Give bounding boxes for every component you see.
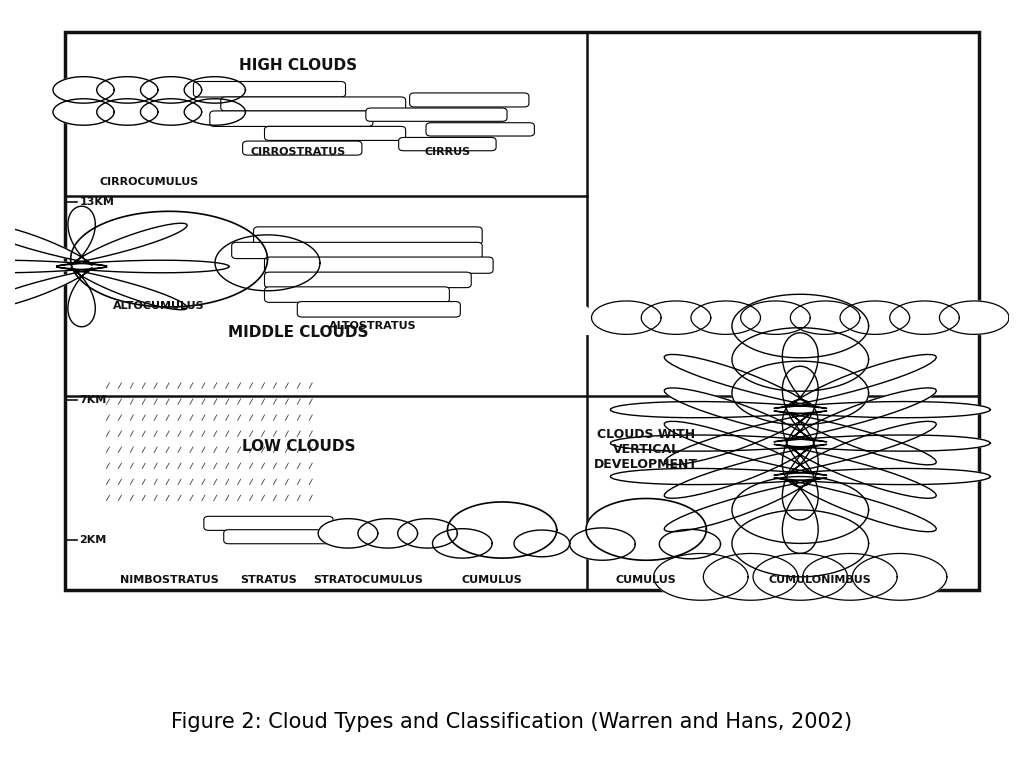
FancyBboxPatch shape — [410, 93, 529, 107]
Polygon shape — [753, 554, 848, 601]
Polygon shape — [140, 99, 202, 125]
Polygon shape — [939, 301, 1009, 334]
Polygon shape — [732, 510, 868, 577]
FancyBboxPatch shape — [264, 127, 406, 141]
Text: CLOUDS WITH
VERTICAL
DEVELOPMENT: CLOUDS WITH VERTICAL DEVELOPMENT — [594, 429, 698, 472]
Text: NIMBOSTRATUS: NIMBOSTRATUS — [120, 575, 218, 585]
Text: ALTOCUMULUS: ALTOCUMULUS — [114, 301, 205, 311]
Polygon shape — [318, 518, 378, 548]
Text: ALTOSTRATUS: ALTOSTRATUS — [329, 321, 417, 331]
Polygon shape — [215, 235, 319, 291]
Polygon shape — [53, 77, 115, 103]
Text: Figure 2: Cloud Types and Classification (Warren and Hans, 2002): Figure 2: Cloud Types and Classification… — [171, 712, 853, 732]
Polygon shape — [803, 554, 897, 601]
Text: HIGH CLOUDS: HIGH CLOUDS — [240, 58, 357, 73]
Text: CIRROSTRATUS: CIRROSTRATUS — [251, 147, 346, 157]
Polygon shape — [641, 301, 711, 334]
Text: 13KM: 13KM — [80, 197, 115, 207]
Polygon shape — [586, 498, 707, 561]
FancyBboxPatch shape — [243, 141, 361, 155]
Polygon shape — [840, 301, 909, 334]
FancyBboxPatch shape — [366, 108, 507, 121]
Polygon shape — [703, 554, 798, 601]
Text: 2KM: 2KM — [80, 535, 106, 545]
Polygon shape — [577, 293, 1024, 343]
Polygon shape — [358, 518, 418, 548]
FancyBboxPatch shape — [231, 243, 482, 259]
Polygon shape — [732, 476, 868, 544]
Text: CIRRUS: CIRRUS — [424, 147, 470, 157]
FancyBboxPatch shape — [264, 272, 471, 288]
Polygon shape — [732, 328, 868, 391]
Text: CUMULUS: CUMULUS — [615, 575, 677, 585]
Polygon shape — [610, 366, 990, 520]
Polygon shape — [432, 528, 493, 558]
Polygon shape — [53, 99, 115, 125]
Polygon shape — [592, 301, 662, 334]
Polygon shape — [96, 99, 158, 125]
Text: STRATUS: STRATUS — [240, 575, 297, 585]
Text: 7KM: 7KM — [80, 395, 106, 405]
Polygon shape — [732, 294, 868, 358]
Polygon shape — [791, 301, 860, 334]
Polygon shape — [184, 99, 246, 125]
Polygon shape — [0, 206, 229, 327]
Text: CUMULUS: CUMULUS — [462, 575, 522, 585]
FancyBboxPatch shape — [210, 111, 373, 127]
Polygon shape — [659, 529, 721, 559]
Text: MIDDLE CLOUDS: MIDDLE CLOUDS — [228, 325, 369, 340]
FancyBboxPatch shape — [264, 257, 494, 273]
FancyBboxPatch shape — [254, 227, 482, 244]
Polygon shape — [740, 301, 810, 334]
FancyBboxPatch shape — [264, 286, 450, 303]
Polygon shape — [890, 301, 959, 334]
Polygon shape — [447, 502, 557, 558]
Polygon shape — [96, 77, 158, 103]
FancyBboxPatch shape — [204, 516, 333, 531]
Text: CIRROCUMULUS: CIRROCUMULUS — [99, 177, 199, 187]
Polygon shape — [610, 333, 990, 486]
Polygon shape — [610, 399, 990, 554]
Polygon shape — [852, 554, 947, 601]
Polygon shape — [691, 301, 761, 334]
FancyBboxPatch shape — [398, 137, 496, 151]
Polygon shape — [140, 77, 202, 103]
Polygon shape — [397, 518, 458, 548]
Polygon shape — [653, 554, 749, 601]
Polygon shape — [514, 530, 569, 557]
FancyBboxPatch shape — [223, 530, 333, 544]
Polygon shape — [71, 211, 267, 307]
Polygon shape — [732, 361, 868, 425]
Text: LOW CLOUDS: LOW CLOUDS — [242, 439, 355, 454]
Text: CUMULONIMBUS: CUMULONIMBUS — [769, 575, 871, 585]
FancyBboxPatch shape — [297, 302, 461, 317]
Bar — [65, 31, 979, 591]
FancyBboxPatch shape — [221, 97, 406, 111]
Polygon shape — [569, 528, 635, 561]
Polygon shape — [184, 77, 246, 103]
Text: STRATOCUMULUS: STRATOCUMULUS — [313, 575, 423, 585]
FancyBboxPatch shape — [194, 81, 345, 97]
FancyBboxPatch shape — [426, 123, 535, 136]
